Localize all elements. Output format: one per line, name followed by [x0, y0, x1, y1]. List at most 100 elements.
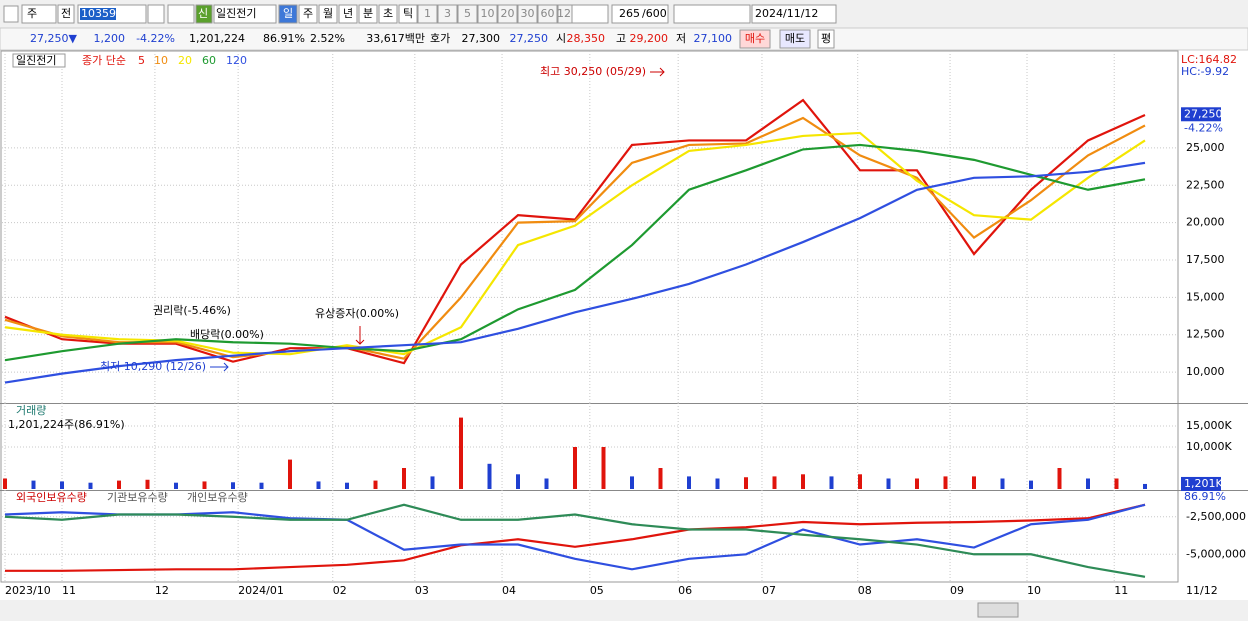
annotation-arrow: [650, 67, 665, 77]
legend-prefix: 종가 단순: [82, 54, 126, 67]
period-button[interactable]: 주: [303, 7, 313, 20]
info-value: 1,201,224: [189, 32, 245, 45]
current-volume: 1,201K: [1184, 477, 1223, 490]
interval-button[interactable]: 5: [464, 7, 471, 20]
legend-item: 개인보유수량: [187, 491, 248, 504]
count-input[interactable]: [611, 4, 669, 24]
button[interactable]: [298, 4, 318, 24]
interval-button[interactable]: 60: [541, 7, 555, 20]
button[interactable]: [517, 4, 538, 24]
y-tick-label: 12,500: [1186, 328, 1225, 341]
button[interactable]: [477, 4, 498, 24]
button[interactable]: [437, 4, 458, 24]
scrollbar[interactable]: [0, 600, 1248, 621]
interval-button[interactable]: 10: [481, 7, 495, 20]
period-button[interactable]: 년: [343, 7, 353, 20]
y-tick-label: 20,000: [1186, 216, 1225, 229]
button[interactable]: [417, 4, 438, 24]
series-line: [4, 143, 1146, 362]
button[interactable]: [278, 4, 298, 24]
volume-bar: [1029, 480, 1033, 489]
stock-name[interactable]: 일진전기: [216, 6, 256, 20]
button[interactable]: [3, 5, 19, 23]
title-box: [12, 53, 66, 68]
volume-bar: [487, 463, 492, 489]
button[interactable]: [457, 4, 478, 24]
info-value[interactable]: 평: [821, 32, 831, 45]
date-input[interactable]: [751, 4, 837, 24]
volume-bar: [316, 481, 321, 489]
annotation: 유상증자(0.00%): [315, 307, 399, 320]
volume-bar: [829, 476, 834, 489]
count-max: /600: [642, 7, 667, 20]
period-button[interactable]: 일: [283, 6, 293, 20]
x-tick-label: 04: [502, 584, 516, 597]
button[interactable]: [497, 4, 518, 24]
x-tick-label: 10: [1027, 584, 1041, 597]
badge: 신: [198, 7, 208, 20]
button[interactable]: [21, 4, 57, 24]
button[interactable]: [571, 4, 609, 24]
volume-bar: [744, 477, 748, 489]
hc-label: HC:-9.92: [1181, 65, 1229, 78]
interval-button[interactable]: 3: [444, 7, 451, 20]
button[interactable]: [195, 4, 213, 24]
volume-bar: [402, 468, 406, 489]
period-button[interactable]: 월: [323, 7, 333, 20]
legend-item: 10: [154, 54, 168, 67]
interval-button[interactable]: 1: [424, 7, 431, 20]
annotation: 권리락(-5.46%): [153, 304, 231, 317]
volume-bar: [573, 447, 577, 489]
volume-bar: [544, 478, 549, 489]
tab[interactable]: 주: [27, 7, 37, 20]
info-value[interactable]: 매수: [745, 32, 765, 45]
scroll-thumb[interactable]: [977, 602, 1019, 618]
volume-bar: [88, 482, 93, 489]
button[interactable]: [338, 4, 358, 24]
button[interactable]: [673, 4, 751, 24]
info-value: 28,350: [567, 32, 606, 45]
volume-bar: [972, 476, 976, 489]
annotation-arrow: [355, 326, 365, 345]
panel-title: 거래량: [16, 404, 46, 417]
date[interactable]: 2024/11/12: [755, 7, 818, 20]
volume-bar: [345, 482, 349, 489]
y-tick-label: 10,000: [1186, 365, 1225, 378]
info-value[interactable]: 매도: [785, 32, 805, 45]
button[interactable]: [358, 4, 378, 24]
lc-label: LC:164.82: [1181, 53, 1237, 66]
button[interactable]: [739, 29, 771, 49]
button[interactable]: [167, 4, 195, 24]
y-tick-label: -2,500,000: [1186, 510, 1246, 523]
period-button[interactable]: 초: [383, 7, 393, 20]
interval-button[interactable]: 20: [501, 7, 515, 20]
button[interactable]: [378, 4, 398, 24]
button[interactable]: [817, 29, 835, 49]
volume-bar: [1000, 478, 1005, 489]
button[interactable]: [318, 4, 338, 24]
current-volume-box: [1181, 476, 1221, 491]
x-tick-label: 11: [1114, 584, 1128, 597]
series-line: [4, 131, 1146, 356]
volume-bar: [202, 481, 207, 489]
code-highlight: [80, 8, 116, 20]
volume-bar: [1086, 478, 1090, 489]
period-button[interactable]: 분: [363, 7, 373, 20]
volume-bar: [772, 476, 777, 489]
button[interactable]: [779, 29, 811, 49]
button[interactable]: [147, 4, 165, 24]
legend-item: 기관보유수량: [107, 491, 168, 504]
period-button[interactable]: 틱: [403, 7, 413, 20]
series-line: [4, 116, 1146, 360]
button[interactable]: [57, 4, 75, 24]
tab[interactable]: 전: [61, 7, 71, 20]
volume-bar: [60, 481, 64, 489]
button[interactable]: [213, 4, 277, 24]
interval-button[interactable]: 30: [521, 7, 535, 20]
legend-item: 60: [202, 54, 216, 67]
y-tick-label: -5,000,000: [1186, 547, 1246, 560]
button[interactable]: [537, 4, 558, 24]
stock-code[interactable]: 103590: [81, 7, 123, 20]
button[interactable]: [398, 4, 418, 24]
volume-bar: [373, 480, 378, 489]
